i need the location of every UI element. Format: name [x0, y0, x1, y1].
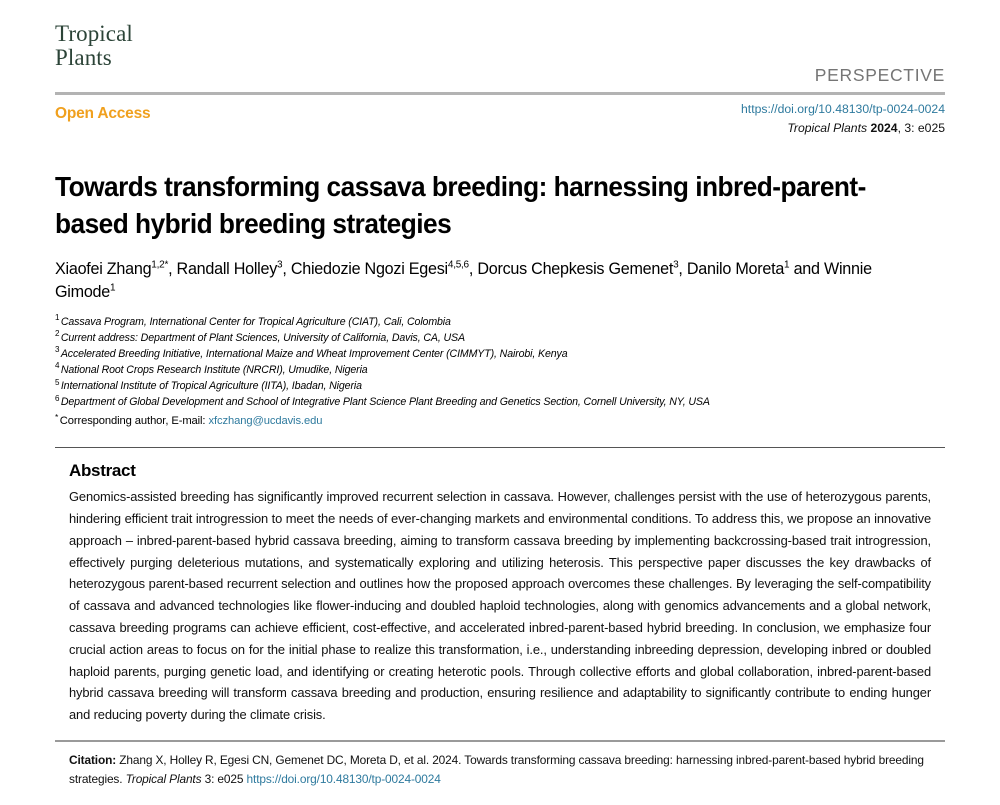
- author-affiliation-marker: 1: [110, 282, 116, 294]
- journal-logo-line2: Plants: [55, 44, 112, 70]
- affiliation-marker: 2: [55, 329, 60, 339]
- masthead: Tropical Plants PERSPECTIVE: [55, 0, 945, 88]
- affiliation-marker: 5: [55, 377, 60, 387]
- citation-body-1: Zhang X, Holley R, Egesi CN, Gemenet DC,…: [69, 752, 924, 787]
- affiliation-text: Accelerated Breeding Initiative, Interna…: [60, 347, 568, 360]
- doi-link[interactable]: https://doi.org/10.48130/tp-0024-0024: [741, 102, 945, 116]
- abstract-divider: [55, 447, 945, 449]
- corresponding-author-line: * Corresponding author, E-mail: xfczhang@…: [55, 411, 945, 431]
- author-name: Danilo Moreta: [686, 260, 785, 279]
- article-type-label: PERSPECTIVE: [814, 65, 945, 85]
- masthead-divider: [55, 92, 945, 95]
- abstract-text: Genomics-assisted breeding has significa…: [69, 489, 931, 723]
- journal-logo-line1: Tropical: [55, 21, 133, 46]
- affiliation-item: 1 Cassava Program, International Center f…: [55, 314, 945, 330]
- open-access-row: Open Access https://doi.org/10.48130/tp-…: [55, 95, 945, 151]
- author-name: Chiedozie Ngozi Egesi: [290, 260, 448, 279]
- author-affiliation-marker: 1: [784, 259, 790, 271]
- affiliation-item: 4 National Root Crops Research Institute …: [55, 362, 945, 378]
- citation-doi-link[interactable]: https://doi.org/10.48130/tp-0024-0024: [246, 772, 441, 787]
- journal-logo: Tropical Plants: [55, 22, 945, 69]
- affiliation-marker: 4: [55, 361, 60, 371]
- citation-body-2: 3: e025: [201, 772, 247, 787]
- citation-journal: Tropical Plants: [125, 772, 202, 787]
- author-separator: ,: [678, 260, 687, 279]
- corresponding-marker: *: [55, 411, 59, 422]
- affiliation-marker: 3: [55, 345, 60, 355]
- affiliation-text: Current address: Department of Plant Sci…: [60, 331, 465, 344]
- citation-text: Citation: Zhang X, Holley R, Egesi CN, G…: [69, 751, 931, 790]
- affiliation-text: Cassava Program, International Center fo…: [60, 315, 451, 328]
- corresponding-label: Corresponding author, E-mail:: [59, 415, 206, 428]
- author-name: Dorcus Chepkesis Gemenet: [477, 260, 674, 279]
- author-affiliation-marker: 1,2*: [151, 259, 169, 271]
- affiliation-item: 5 International Institute of Tropical Agr…: [55, 378, 945, 394]
- abstract-heading: Abstract: [69, 461, 136, 481]
- author-affiliation-marker: 3: [277, 259, 283, 271]
- issue-line: Tropical Plants 2024, 3: e025: [741, 120, 945, 138]
- affiliation-item: 6 Department of Global Development and Sc…: [55, 394, 945, 410]
- affiliation-list: 1 Cassava Program, International Center f…: [55, 314, 945, 411]
- author-affiliation-marker: 4,5,6: [447, 259, 469, 271]
- citation-section: Citation: Zhang X, Holley R, Egesi CN, G…: [55, 751, 945, 790]
- author-separator: ,: [282, 260, 291, 279]
- affiliation-item: 2 Current address: Department of Plant Sc…: [55, 330, 945, 346]
- corresponding-email-link[interactable]: xfczhang@ucdavis.edu: [208, 415, 323, 428]
- issue-journal-name: Tropical Plants: [787, 120, 868, 135]
- author-separator: ,: [468, 260, 478, 279]
- affiliation-marker: 6: [55, 393, 60, 403]
- author-list: Xiaofei Zhang1,2*, Randall Holley3, Chie…: [55, 258, 932, 305]
- author-name: Winnie Gimode: [55, 260, 872, 302]
- author-name: Xiaofei Zhang: [55, 260, 152, 279]
- citation-label: Citation:: [69, 752, 117, 767]
- doi-block: https://doi.org/10.48130/tp-0024-0024 Tr…: [741, 101, 945, 137]
- abstract-section: Abstract Genomics-assisted breeding has …: [55, 461, 945, 726]
- page-title: Towards transforming cassava breeding: h…: [55, 171, 866, 239]
- open-access-badge: Open Access: [55, 105, 151, 122]
- affiliation-item: 3 Accelerated Breeding Initiative, Intern…: [55, 346, 945, 362]
- citation-divider: [55, 739, 945, 742]
- author-affiliation-marker: 3: [673, 259, 679, 271]
- affiliation-text: National Root Crops Research Institute (…: [60, 364, 368, 376]
- issue-year: 2024: [870, 120, 898, 135]
- affiliation-text: Department of Global Development and Sch…: [60, 396, 710, 409]
- author-separator: ,: [168, 260, 177, 279]
- author-name: Randall Holley: [176, 260, 278, 279]
- affiliation-text: International Institute of Tropical Agri…: [60, 380, 362, 393]
- issue-volume-page: , 3: e025: [897, 120, 945, 135]
- affiliation-marker: 1: [55, 313, 60, 323]
- author-separator: and: [789, 260, 824, 279]
